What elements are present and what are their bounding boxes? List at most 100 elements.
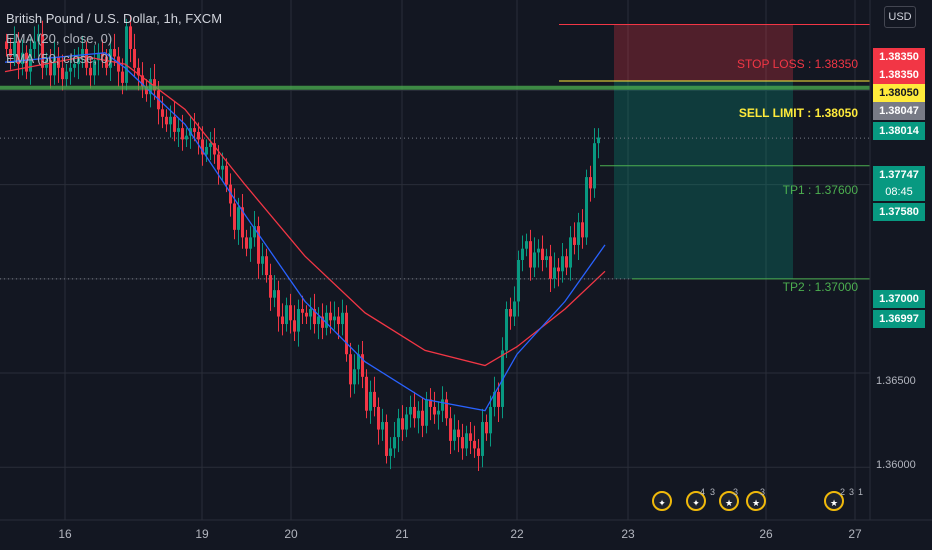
candle-body <box>109 48 112 68</box>
candle-body <box>225 165 228 185</box>
candle-body <box>521 248 524 260</box>
candle-body <box>505 308 508 351</box>
candle-body <box>485 422 488 434</box>
candle-body <box>153 79 156 91</box>
us-flag-event-icon[interactable]: ★ <box>719 491 739 511</box>
symbol-title[interactable]: British Pound / U.S. Dollar, 1h, FXCM <box>6 11 223 26</box>
candle-body <box>217 154 220 170</box>
candle-body <box>537 248 540 253</box>
event-count: 4 <box>700 487 706 497</box>
candle-body <box>213 143 216 155</box>
candle-body <box>437 410 440 415</box>
candle-body <box>433 406 436 415</box>
candle-body <box>197 131 200 140</box>
candle-body <box>473 440 476 449</box>
price-tag-tp1: 1.37580 <box>873 203 925 221</box>
candle-body <box>269 275 272 298</box>
uk-flag-event-icon[interactable]: ✦ <box>686 491 706 511</box>
candle-body <box>161 109 164 117</box>
candle-body <box>37 33 40 42</box>
uk-flag-event-icon[interactable]: ✦ <box>652 491 672 511</box>
price-tag-last: 1.37747 <box>873 166 925 184</box>
candle-body <box>453 429 456 441</box>
ema-20-line <box>4 52 606 412</box>
candle-body <box>449 418 452 441</box>
candle-body <box>17 41 20 65</box>
candle-body <box>385 422 388 456</box>
candle-body <box>445 399 448 419</box>
position-overlay <box>0 23 870 280</box>
candle-body <box>89 67 92 76</box>
candle-body <box>529 241 532 268</box>
candle-body <box>289 305 292 321</box>
candle-body <box>413 406 416 419</box>
candle-body <box>493 391 496 407</box>
candle-body <box>417 410 420 419</box>
event-count: 3 <box>710 487 716 497</box>
candle-body <box>241 207 244 238</box>
candle-body <box>329 312 332 321</box>
candle-body <box>409 406 412 415</box>
candle-body <box>73 64 76 68</box>
candle-body <box>21 52 24 65</box>
candle-body <box>365 376 368 411</box>
candle-body <box>41 33 44 68</box>
candle-body <box>349 354 352 385</box>
candle-body <box>573 237 576 245</box>
x-tick-label: 27 <box>848 527 862 541</box>
candle-body <box>257 226 260 264</box>
candle-body <box>361 354 364 377</box>
ema-lines <box>4 52 606 412</box>
candle-body <box>173 116 176 132</box>
candle-body <box>169 116 172 125</box>
price-tag-tp2-2: 1.36997 <box>873 310 925 328</box>
candle-body <box>237 207 240 230</box>
event-count: 3 <box>849 487 855 497</box>
price-tag-stop-loss: 1.38350 <box>873 48 925 66</box>
candle-body <box>469 433 472 441</box>
candle-body <box>353 369 356 385</box>
candle-body <box>13 41 16 57</box>
us-flag-event-icon[interactable]: ★ <box>824 491 844 511</box>
candle-body <box>93 60 96 76</box>
x-tick-label: 19 <box>195 527 209 541</box>
candle-body <box>581 222 584 238</box>
ema-20-label[interactable]: EMA (20, close, 0) <box>6 31 113 46</box>
bar-countdown: 08:45 <box>873 183 925 201</box>
candle-body <box>477 448 480 456</box>
us-flag-event-icon[interactable]: ★ <box>746 491 766 511</box>
candle-body <box>481 422 484 456</box>
sell-limit-label: SELL LIMIT : 1.38050 <box>738 106 858 120</box>
candles <box>5 15 600 472</box>
candle-body <box>233 203 236 230</box>
candle-body <box>341 312 344 325</box>
candle-body <box>5 41 8 49</box>
candle-body <box>369 391 372 411</box>
candle-body <box>421 410 424 426</box>
currency-button[interactable]: USD <box>884 6 916 28</box>
x-tick-label: 22 <box>510 527 524 541</box>
candle-body <box>57 56 60 68</box>
candle-body <box>589 177 592 189</box>
candle-body <box>497 391 500 407</box>
candle-body <box>305 312 308 317</box>
event-count: 3 <box>760 487 766 497</box>
candle-body <box>321 316 324 328</box>
price-tag-stop-loss-2: 1.38350 <box>873 66 925 84</box>
candle-body <box>281 316 284 325</box>
candle-body <box>561 256 564 272</box>
candle-body <box>389 448 392 456</box>
candle-body <box>145 86 148 95</box>
candle-body <box>141 75 144 87</box>
ema-50-label[interactable]: EMA (50, close, 0) <box>6 51 113 66</box>
candle-body <box>577 222 580 245</box>
candle-body <box>317 316 320 325</box>
candle-body <box>553 267 556 279</box>
candle-body <box>129 26 132 49</box>
x-tick-label: 23 <box>621 527 635 541</box>
candle-body <box>569 237 572 268</box>
candle-body <box>381 422 384 430</box>
tp1-label: TP1 : 1.37600 <box>782 183 858 197</box>
event-count: 1 <box>858 487 864 497</box>
